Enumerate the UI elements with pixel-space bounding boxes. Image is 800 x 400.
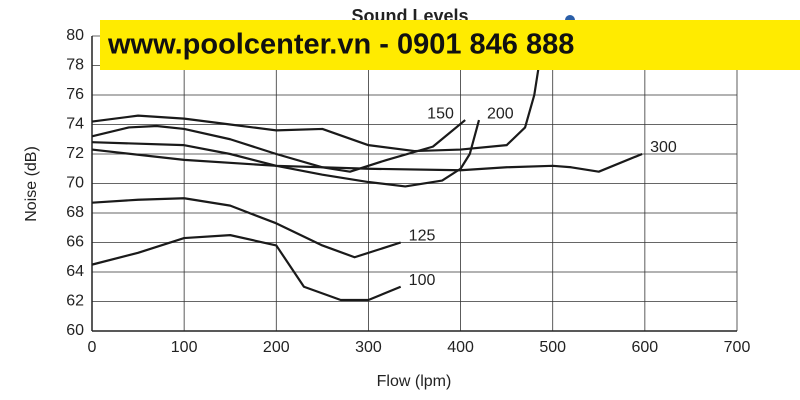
series-line — [91, 119, 481, 188]
x-tick-label: 100 — [171, 339, 198, 356]
series-line — [91, 35, 545, 153]
y-tick-label: 76 — [66, 86, 84, 103]
x-tick-label: 500 — [539, 339, 566, 356]
y-axis-label: Noise (dB) — [23, 146, 40, 222]
y-tick-label: 72 — [66, 145, 84, 162]
x-tick-label: 600 — [632, 339, 659, 356]
x-tick-label: 700 — [724, 339, 751, 356]
y-tick-label: 66 — [66, 234, 84, 251]
series-label: 150 — [427, 105, 454, 122]
series-line — [91, 119, 466, 173]
series-line — [91, 148, 643, 173]
series-label: 125 — [409, 228, 436, 245]
banner — [100, 20, 800, 70]
y-tick-label: 78 — [66, 57, 84, 74]
y-tick-label: 64 — [66, 263, 84, 280]
x-tick-label: 200 — [263, 339, 290, 356]
y-tick-label: 80 — [66, 27, 84, 44]
plot: 60 62 64 66 68 70 72 74 76 78 80 0 100 200 300 400 500 60… — [66, 27, 750, 356]
x-axis-label: Flow (lpm) — [377, 373, 452, 390]
x-tick-label: 300 — [355, 339, 382, 356]
x-tick-label: 400 — [447, 339, 474, 356]
series-line — [91, 234, 402, 302]
y-tick-label: 68 — [66, 204, 84, 221]
series-label: 200 — [487, 105, 514, 122]
series-line — [91, 197, 402, 259]
series-label: 300 — [650, 139, 677, 156]
banner-text: www.poolcenter.vn - 0901 846 888 — [107, 29, 574, 61]
y-tick-label: 74 — [66, 116, 84, 133]
y-tick-label: 62 — [66, 293, 84, 310]
series-label: 100 — [409, 272, 436, 289]
y-tick-label: 60 — [66, 322, 84, 339]
y-tick-label: 70 — [66, 175, 84, 192]
x-tick-label: 0 — [88, 339, 97, 356]
